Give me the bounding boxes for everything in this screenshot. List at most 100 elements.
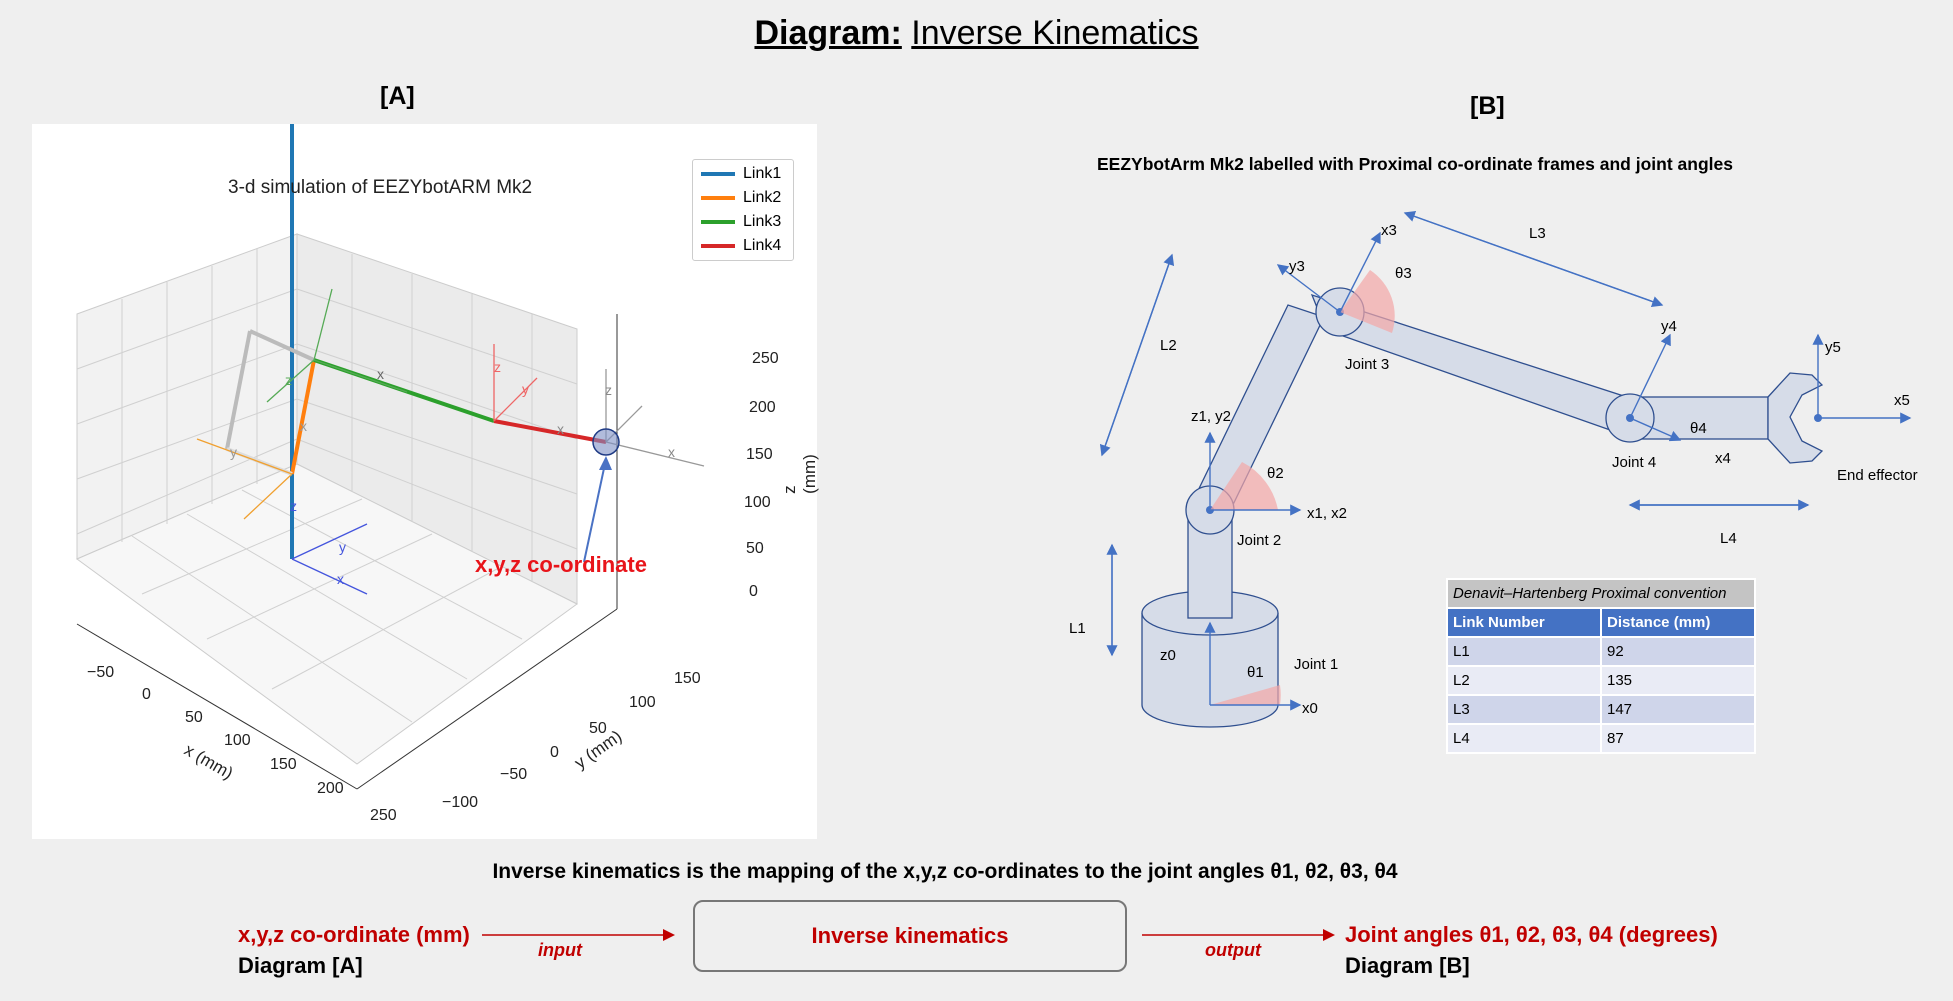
ghost-link-a xyxy=(249,329,315,362)
angle-theta3: θ3 xyxy=(1395,265,1412,282)
dh-cell: L3 xyxy=(1446,694,1602,725)
x-tick: −50 xyxy=(87,664,115,681)
frame-label-x5: x xyxy=(668,444,675,460)
angle-theta4: θ4 xyxy=(1690,420,1707,437)
link2-line xyxy=(290,359,316,475)
link4-line xyxy=(493,419,607,444)
chart-legend: Link1 Link2 Link3 Link4 xyxy=(692,159,794,261)
joint3-label: Joint 3 xyxy=(1345,356,1390,373)
axis-label-z1y2: z1, y2 xyxy=(1191,408,1232,425)
z-tick: 200 xyxy=(749,399,776,416)
panel-b-heading: EEZYbotArm Mk2 labelled with Proximal co… xyxy=(1097,154,1733,174)
plot-3d-canvas xyxy=(75,124,705,790)
ik-caption: Inverse kinematics is the mapping of the… xyxy=(492,860,1398,883)
x-tick: 200 xyxy=(317,780,344,797)
frame-label-x1: x xyxy=(337,571,344,587)
frame-label-x4: x xyxy=(557,421,564,437)
theta3-wedge xyxy=(1340,270,1395,333)
y-tick: −100 xyxy=(442,794,479,811)
y-tick: 150 xyxy=(674,670,701,687)
length-l1: L1 xyxy=(1069,620,1086,637)
flow-input-label: x,y,z co-ordinate (mm) xyxy=(238,922,470,947)
table-row: L3 147 xyxy=(1446,694,1756,725)
input-arrow-label: input xyxy=(538,940,582,960)
axis-label-y3: y3 xyxy=(1289,258,1305,275)
flow-input-diagram: Diagram [A] xyxy=(238,953,363,978)
axis-label-z0: z0 xyxy=(1160,647,1176,664)
legend-item: Link3 xyxy=(701,211,781,233)
frame-label-z1: z xyxy=(290,498,297,514)
frame-label-y2: y xyxy=(230,444,237,460)
frame-label-y1: y xyxy=(339,539,346,555)
dh-cell: L2 xyxy=(1446,665,1602,696)
plot-3d-panel: 3-d simulation of EEZYbotARM Mk2 y x z y… xyxy=(32,124,819,839)
end-effector-label: End effector xyxy=(1837,467,1918,484)
length-l4: L4 xyxy=(1720,530,1737,547)
dh-header-cell: Distance (mm) xyxy=(1600,607,1756,638)
axis-arrows xyxy=(1099,211,1912,711)
dh-cell: 147 xyxy=(1600,694,1756,725)
z-tick: 100 xyxy=(744,494,771,511)
axis-label-y4: y4 xyxy=(1661,318,1677,335)
x-axis-line xyxy=(76,623,358,790)
legend-item: Link2 xyxy=(701,187,781,209)
x-tick: 250 xyxy=(370,807,397,824)
panel-b-label: [B] xyxy=(1470,92,1505,120)
joint1-label: Joint 1 xyxy=(1294,656,1339,673)
xyz-annotation: x,y,z co-ordinate xyxy=(475,552,647,577)
dh-parameter-table: Denavit–Hartenberg Proximal convention L… xyxy=(1446,578,1756,754)
joint2-label: Joint 2 xyxy=(1237,532,1282,549)
x-tick: 100 xyxy=(224,732,251,749)
angle-theta2: θ2 xyxy=(1267,465,1284,482)
z-tick: 50 xyxy=(746,540,764,557)
frame-label-z5: z xyxy=(605,382,612,398)
frame-label-x3: x xyxy=(377,366,384,382)
frame-label-z3: z xyxy=(285,372,292,388)
annotation-arrowhead xyxy=(599,456,612,470)
angle-theta1: θ1 xyxy=(1247,664,1264,681)
dh-cell: L4 xyxy=(1446,723,1602,754)
pane-floor xyxy=(75,463,578,765)
theta2-wedge xyxy=(1210,462,1278,510)
page-title: Diagram: Inverse Kinematics xyxy=(754,14,1199,52)
dh-cell: 135 xyxy=(1600,665,1756,696)
z-axis-label: z (mm) xyxy=(779,454,819,494)
y-tick: 0 xyxy=(550,744,559,761)
grid-lines xyxy=(76,249,578,723)
output-arrow-label: output xyxy=(1205,940,1261,960)
frame-label-x2: x xyxy=(300,418,307,434)
chart-title: 3-d simulation of EEZYbotARM Mk2 xyxy=(228,177,533,198)
axis-label-x0: x0 xyxy=(1302,700,1318,717)
y-tick: 100 xyxy=(629,694,656,711)
axis-label-x1x2: x1, x2 xyxy=(1307,505,1348,522)
z-tick: 0 xyxy=(749,583,758,600)
dh-table-caption: Denavit–Hartenberg Proximal convention xyxy=(1446,578,1756,609)
panel-a-label: [A] xyxy=(380,82,415,110)
arm-diagram xyxy=(1099,211,1912,728)
axis-label-x4: x4 xyxy=(1715,450,1731,467)
frame-arrows xyxy=(196,288,705,595)
flow-output-diagram: Diagram [B] xyxy=(1345,953,1470,978)
x-tick: 0 xyxy=(142,686,151,703)
z-tick: 150 xyxy=(746,446,773,463)
length-l2: L2 xyxy=(1160,337,1177,354)
inverse-kinematics-box: Inverse kinematics xyxy=(693,900,1127,972)
dh-cell: 92 xyxy=(1600,636,1756,667)
table-row: L2 135 xyxy=(1446,665,1756,696)
gripper xyxy=(1767,372,1824,464)
output-arrow xyxy=(1142,929,1335,941)
ghost-link-b xyxy=(225,330,252,450)
dh-header-cell: Link Number xyxy=(1446,607,1602,638)
annotation-arrow xyxy=(583,458,607,563)
x-tick: 150 xyxy=(270,756,297,773)
axis-label-x5: x5 xyxy=(1894,392,1910,409)
theta1-wedge xyxy=(1210,685,1281,705)
legend-item: Link1 xyxy=(701,163,781,185)
input-arrow xyxy=(482,929,675,941)
joint4-label: Joint 4 xyxy=(1612,454,1657,471)
dh-cell: L1 xyxy=(1446,636,1602,667)
table-row: L4 87 xyxy=(1446,723,1756,754)
frame-label-y4: y xyxy=(522,381,529,397)
end-effector-marker xyxy=(592,428,620,456)
axis-label-x3: x3 xyxy=(1381,222,1397,239)
